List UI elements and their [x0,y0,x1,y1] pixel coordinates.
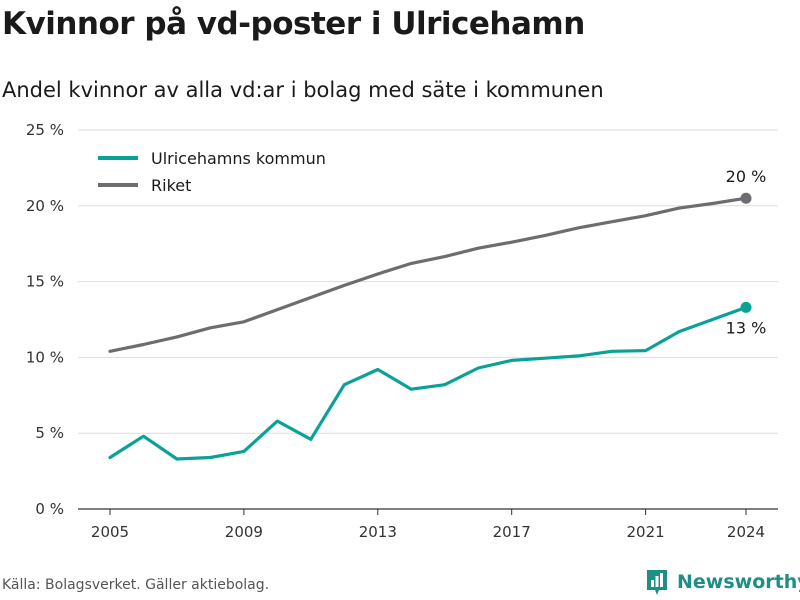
source-note: Källa: Bolagsverket. Gäller aktiebolag. [2,577,270,593]
series-line-ulricehamns-kommun [108,305,748,461]
legend: Ulricehamns kommun Riket [98,149,326,195]
x-tick-label: 2009 [225,523,263,541]
series-end-point [740,192,752,204]
brand-name: Newsworthy [677,571,800,593]
y-tick-label: 0 % [35,500,64,518]
chart-subtitle: Andel kvinnor av alla vd:ar i bolag med … [2,78,604,102]
y-tick-label: 10 % [26,348,64,366]
legend-label: Riket [151,176,191,195]
legend-label: Ulricehamns kommun [151,149,326,168]
x-tick-label: 2024 [727,523,765,541]
grid-lines [78,129,778,510]
x-tick-label: 2021 [626,523,664,541]
y-tick-label: 25 % [26,121,64,139]
newsworthy-logo-icon [647,570,667,595]
y-tick-label: 15 % [26,273,64,291]
x-axis-ticks: 2005 2009 2013 2017 2021 2024 [91,509,765,541]
y-axis-ticks: 0 % 5 % 10 % 15 % 20 % 25 % [26,121,64,518]
series-end-label: 20 % [726,167,767,186]
x-tick-label: 2013 [359,523,397,541]
series-line-riket [108,196,748,353]
y-tick-label: 20 % [26,197,64,215]
x-tick-label: 2005 [91,523,129,541]
series-end-label: 13 % [726,318,767,337]
line-chart: 0 %5 %10 %15 %20 %25 % 2005 2009 2013 2017 2… [26,121,778,541]
chart-title: Kvinnor på vd-poster i Ulricehamn [2,6,585,42]
y-tick-label: 5 % [35,424,64,442]
series-lines: 20 % 13 % [108,167,767,461]
brand-logo: Newsworthy [645,568,800,596]
series-end-point [740,301,752,313]
x-tick-label: 2017 [493,523,531,541]
